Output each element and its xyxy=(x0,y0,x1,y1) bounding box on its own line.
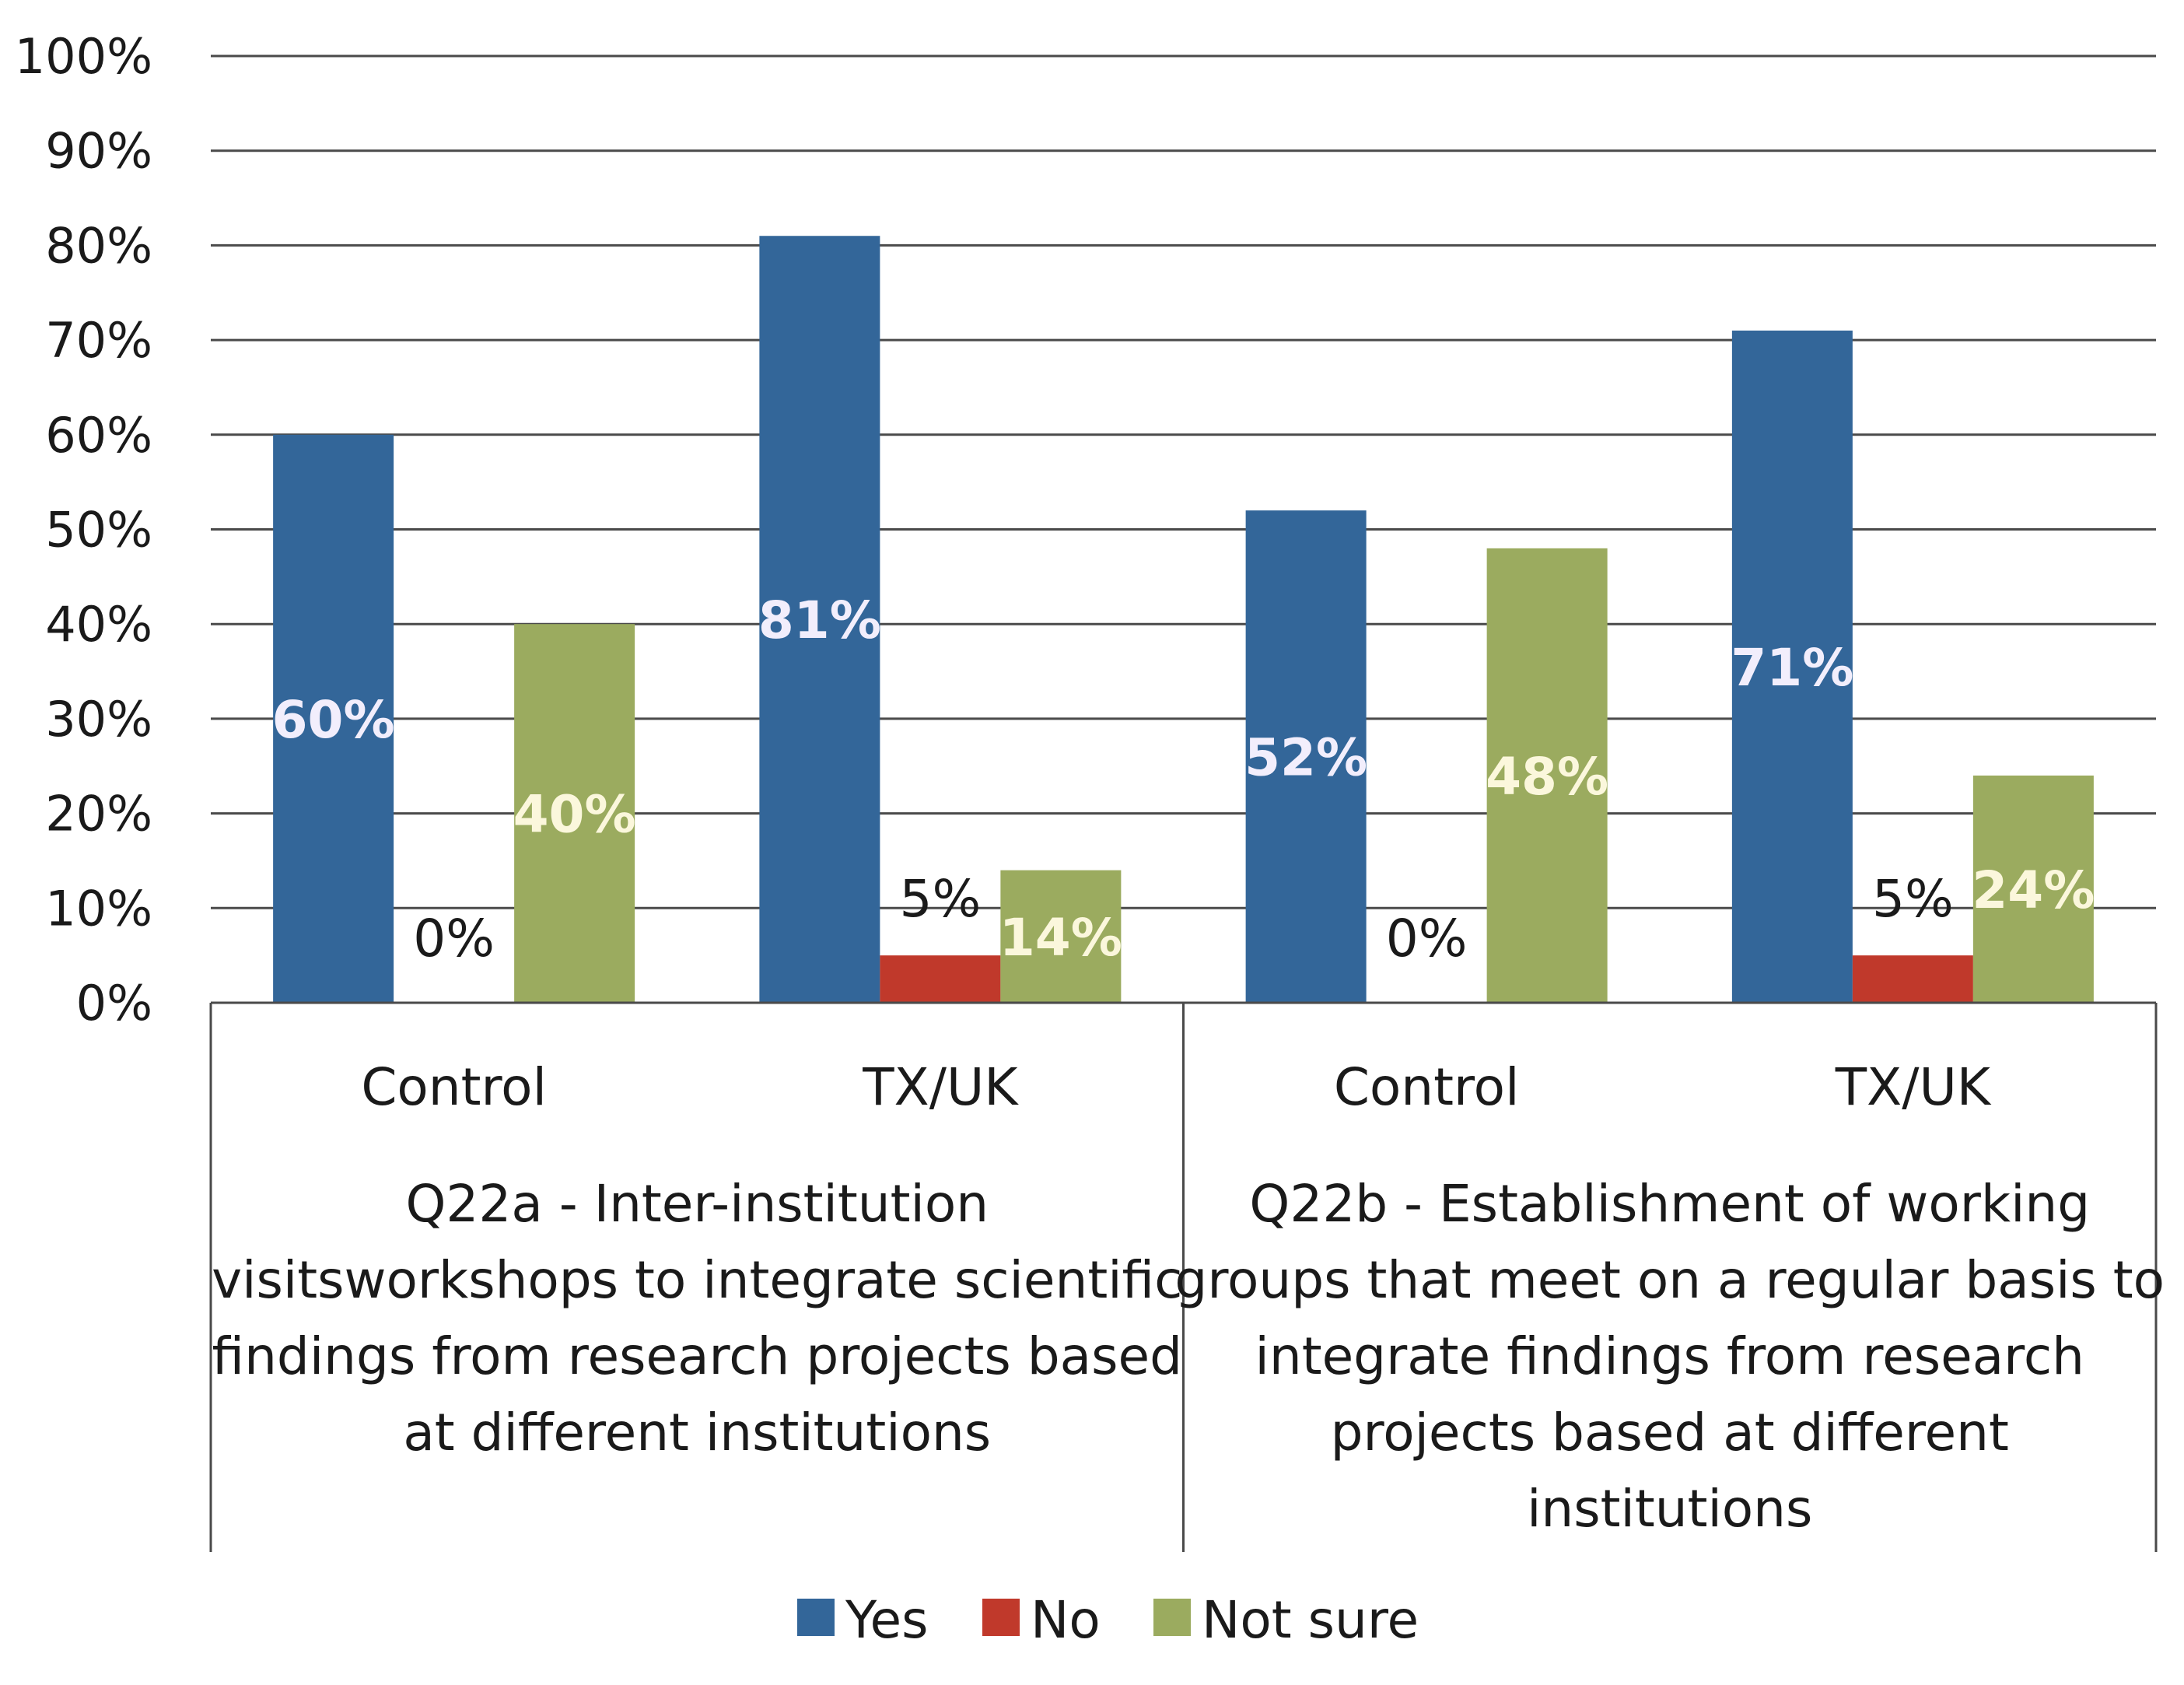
bar-not-sure xyxy=(1972,775,2094,1003)
y-tick-label: 30% xyxy=(45,691,152,748)
bar-not-sure xyxy=(1000,870,1122,1003)
data-label: 60% xyxy=(272,690,395,750)
data-label: 5% xyxy=(900,869,982,929)
data-label: 0% xyxy=(1386,909,1468,969)
legend: Yes No Not sure xyxy=(797,1590,1419,1650)
group-label-line: findings from research projects based xyxy=(212,1326,1182,1386)
group-label-line: institutions xyxy=(1527,1479,1812,1539)
bar-not-sure xyxy=(1486,548,1608,1003)
legend-swatch xyxy=(1153,1599,1191,1636)
y-tick-label: 90% xyxy=(45,123,152,180)
legend-swatch xyxy=(797,1599,835,1636)
y-tick-label: 60% xyxy=(45,407,152,464)
group-label-line: visitsworkshops to integrate scientific xyxy=(212,1250,1182,1310)
data-label: 81% xyxy=(758,590,881,650)
gridlines xyxy=(211,54,2156,909)
group-label-line: projects based at different xyxy=(1331,1403,2009,1463)
category-axis: Control TX/UK Q22a - Inter-institution visi… xyxy=(209,1001,2165,1552)
data-labels: 60% 0% 40% 81% 5% 14% 52% 0% 48% 71% 5% 24% xyxy=(272,590,2095,969)
legend-label: No xyxy=(1031,1590,1101,1650)
bar-yes xyxy=(1245,510,1367,1003)
data-label: 0% xyxy=(413,909,495,969)
y-tick-label: 0% xyxy=(76,975,152,1032)
legend-label: Yes xyxy=(845,1590,929,1650)
bar-yes xyxy=(759,236,880,1004)
group-label-line: at different institutions xyxy=(403,1403,991,1463)
y-tick-label: 50% xyxy=(45,502,152,559)
data-label: 48% xyxy=(1486,747,1608,807)
data-label: 14% xyxy=(999,908,1122,968)
group-label-line: groups that meet on a regular basis to xyxy=(1174,1250,2165,1310)
category-label: TX/UK xyxy=(1835,1057,1992,1117)
data-label: 52% xyxy=(1244,728,1367,788)
group-label-line: integrate findings from research xyxy=(1255,1326,2084,1386)
data-label: 71% xyxy=(1731,638,1853,698)
legend-swatch xyxy=(982,1599,1020,1636)
group-label-line: Q22b - Establishment of working xyxy=(1249,1174,2090,1234)
category-label: Control xyxy=(361,1057,547,1117)
y-tick-label: 80% xyxy=(45,217,152,274)
group-label-line: Q22a - Inter-institution xyxy=(405,1174,989,1234)
bars xyxy=(273,236,2094,1004)
y-tick-label: 40% xyxy=(45,596,152,653)
data-label: 40% xyxy=(513,785,636,845)
y-tick-label: 20% xyxy=(45,786,152,842)
y-axis-ticks: 0% 10% 20% 30% 40% 50% 60% 70% 80% 90% 100% xyxy=(15,28,152,1032)
bar-yes xyxy=(273,434,394,1003)
bar-not-sure xyxy=(514,624,635,1003)
bar-yes xyxy=(1731,330,1853,1003)
y-tick-label: 70% xyxy=(45,312,152,369)
category-label: Control xyxy=(1334,1057,1520,1117)
y-tick-label: 100% xyxy=(15,28,152,85)
legend-label: Not sure xyxy=(1202,1590,1419,1650)
data-label: 5% xyxy=(1872,869,1954,929)
bar-no xyxy=(880,955,1001,1003)
category-label: TX/UK xyxy=(862,1057,1019,1117)
data-label: 24% xyxy=(1972,860,2095,920)
y-tick-label: 10% xyxy=(45,880,152,937)
bar-no xyxy=(1852,955,1973,1003)
